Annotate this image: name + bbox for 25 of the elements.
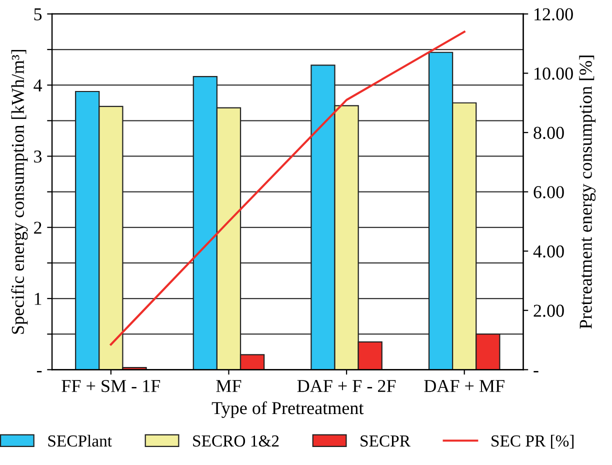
y-tick-label: -	[36, 371, 42, 372]
y2-axis-title: Pretreatment energy consumption [%]	[579, 56, 596, 329]
legend-label: SECPR	[360, 435, 410, 447]
x-tick-label: MF	[216, 380, 242, 392]
x-axis-title: Type of Pretreatment	[212, 401, 364, 418]
y2-tick-label: 8.00	[534, 126, 564, 140]
x-tick-label: DAF + MF	[424, 380, 504, 392]
y-axis-title: Specific energy consumption [kWh/m³]	[11, 50, 28, 334]
y2-tick-label: 12.00	[534, 8, 573, 20]
y2-tick-label: 6.00	[534, 186, 564, 198]
y-tick-label: 3	[34, 150, 42, 163]
line-series	[110, 30, 466, 346]
legend-label: SECRO 1&2	[193, 435, 279, 447]
x-tick-label: FF + SM - 1F	[62, 380, 160, 392]
y-tick-label: 5	[34, 8, 42, 20]
legend-label: SEC PR [%]	[492, 434, 574, 449]
y2-tick-label: 2.00	[534, 304, 564, 317]
y-tick-label: 1	[34, 292, 42, 305]
legend-label: SECPlant	[48, 434, 112, 447]
y2-tick-label: -	[534, 371, 538, 372]
y-tick-label: 2	[34, 222, 42, 234]
y2-tick-label: 4.00	[533, 245, 564, 258]
x-tick-label: DAF + F - 2F	[297, 380, 396, 392]
y-tick-label: 4	[34, 79, 42, 92]
y2-tick-label: 10.00	[534, 67, 573, 80]
